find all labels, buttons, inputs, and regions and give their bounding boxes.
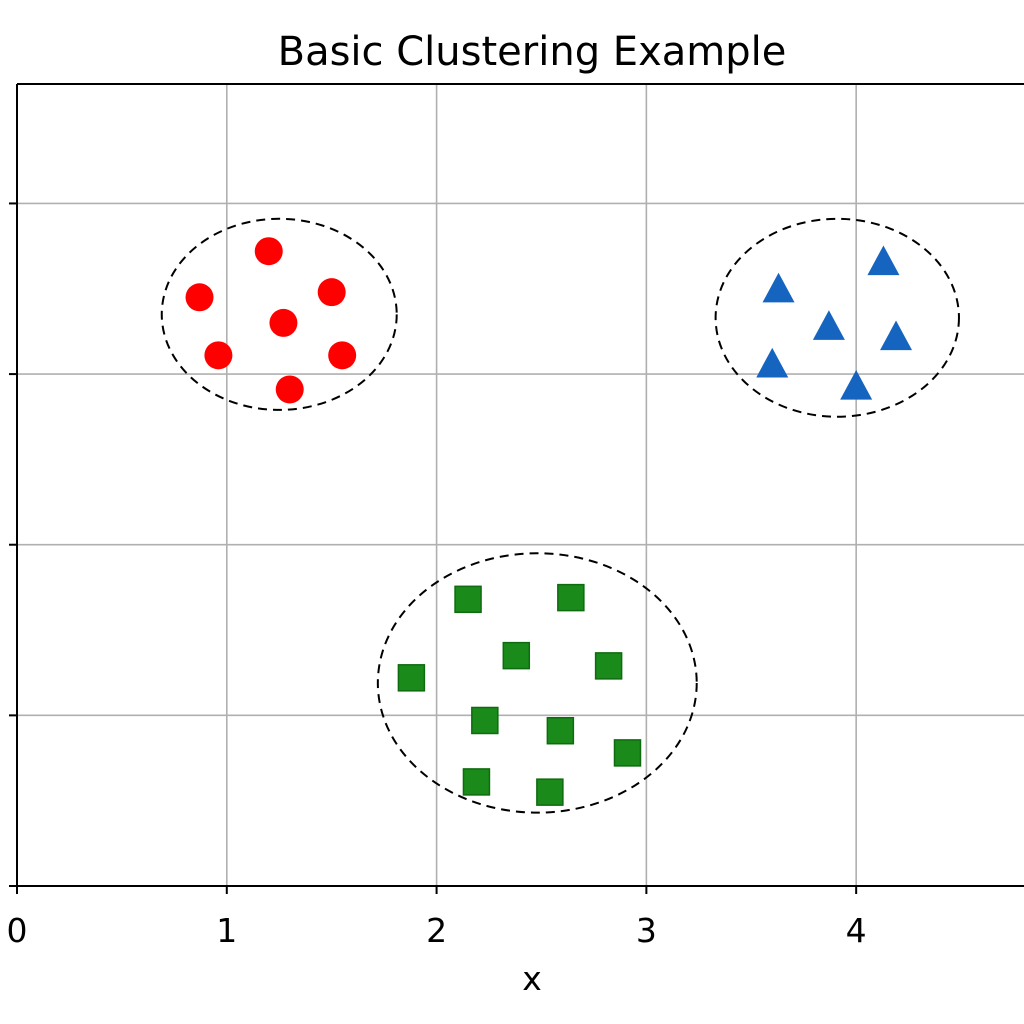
- circle-point: [185, 283, 214, 312]
- triangle-point: [867, 245, 900, 276]
- cluster-outline: [376, 552, 698, 814]
- ticks: 0 1 2 3 4: [7, 202, 867, 950]
- square-point: [454, 585, 482, 614]
- triangle-point: [762, 272, 795, 303]
- triangle-point: [880, 320, 913, 351]
- x-axis-label: x: [522, 959, 542, 998]
- triangle-point: [756, 347, 789, 378]
- x-tick-label: 2: [426, 911, 447, 950]
- grid: [17, 84, 1024, 886]
- circle-point: [254, 237, 283, 266]
- circle-point: [328, 341, 357, 370]
- chart-title: Basic Clustering Example: [278, 29, 787, 75]
- circle-point: [275, 375, 304, 404]
- x-tick-label: 0: [7, 911, 28, 950]
- circle-point: [269, 308, 298, 337]
- circle-point: [317, 278, 346, 307]
- square-point: [613, 739, 642, 767]
- cluster-outline: [160, 217, 398, 411]
- square-point: [397, 664, 426, 692]
- axes: [16, 83, 1024, 887]
- x-tick-label: 4: [846, 911, 867, 950]
- square-point: [471, 706, 499, 735]
- cluster-outline: [714, 217, 960, 418]
- square-point: [536, 778, 564, 806]
- square-point: [502, 641, 531, 670]
- cluster-outlines: [160, 217, 960, 814]
- square-point: [546, 716, 575, 745]
- x-tick-label: 3: [636, 911, 657, 950]
- square-point: [557, 583, 585, 612]
- square-point: [594, 652, 623, 680]
- triangle-point: [840, 370, 873, 400]
- x-tick-label: 1: [216, 911, 237, 950]
- circle-point: [204, 341, 233, 370]
- data-points: [185, 237, 913, 806]
- triangle-point: [812, 310, 845, 340]
- square-point: [462, 768, 491, 796]
